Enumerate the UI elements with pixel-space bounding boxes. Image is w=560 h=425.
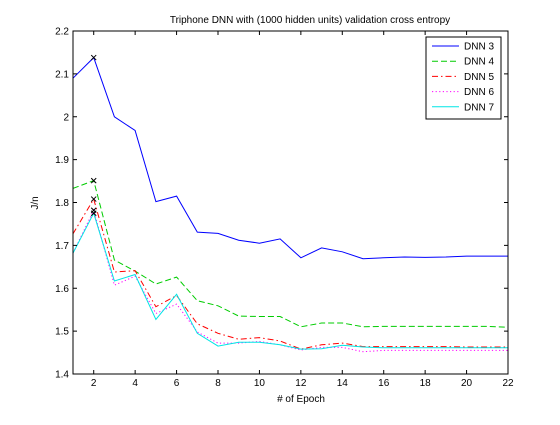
x-tick-label: 18: [420, 378, 432, 389]
x-axis-label: # of Epoch: [277, 394, 325, 405]
x-tick-label: 6: [174, 378, 180, 389]
x-tick-label: 2: [91, 378, 97, 389]
y-tick-label: 2: [63, 112, 69, 123]
y-tick-label: 1.9: [55, 155, 69, 166]
y-tick-label: 2.1: [55, 69, 69, 80]
y-tick-label: 1.5: [55, 327, 69, 338]
x-tick-label: 8: [215, 378, 221, 389]
legend-label: DNN 4: [464, 57, 494, 68]
series-line-4: [72, 208, 508, 353]
y-tick-label: 2.2: [55, 27, 69, 38]
x-tick-label: 16: [378, 378, 390, 389]
series-line-3: [72, 197, 508, 350]
legend-label: DNN 3: [464, 42, 494, 53]
x-tick-label: 12: [295, 378, 307, 389]
x-tick-label: 10: [254, 378, 266, 389]
chart-title: Triphone DNN with (1000 hidden units) va…: [170, 15, 450, 26]
series-marker-2: [90, 177, 97, 184]
y-tick-label: 1.4: [55, 370, 69, 381]
legend-box: [425, 36, 502, 120]
legend: DNN 3 DNN 4 DNN 5 DNN 6 DNN 7: [425, 36, 502, 120]
x-tick-label: 14: [337, 378, 349, 389]
series-1: [72, 54, 508, 260]
x-tick-label: 20: [461, 378, 473, 389]
series-3: [72, 196, 508, 350]
legend-label: DNN 7: [464, 102, 494, 113]
series-marker-5: [90, 210, 97, 217]
legend-item: DNN 5: [432, 72, 494, 83]
legend-item: DNN 3: [432, 42, 494, 53]
series-line-2: [72, 179, 509, 328]
series-marker-1: [90, 54, 97, 61]
x-tick-label: 4: [132, 378, 138, 389]
legend-item: DNN 6: [432, 87, 494, 98]
legend-label: DNN 5: [464, 72, 494, 83]
y-tick-label: 1.7: [55, 241, 69, 252]
axes-layer: 2 4 6 8 10 12 14 16 18 20 22 1.4 1.5 1.6 1.7 1.8 1.9 2 2.1…: [55, 27, 514, 390]
legend-item: DNN 4: [432, 57, 494, 68]
legend-item: DNN 7: [432, 102, 494, 113]
series-line-1: [72, 56, 508, 260]
series-layer: [72, 54, 509, 353]
series-2: [72, 177, 509, 328]
x-tick-label: 22: [502, 378, 514, 389]
series-5: [72, 210, 508, 350]
y-tick-label: 1.8: [55, 198, 69, 209]
legend-label: DNN 6: [464, 87, 494, 98]
series-marker-3: [90, 196, 97, 202]
y-tick-label: 1.6: [55, 284, 69, 295]
y-axis-label: J/n: [30, 196, 41, 209]
series-line-5: [72, 211, 508, 350]
